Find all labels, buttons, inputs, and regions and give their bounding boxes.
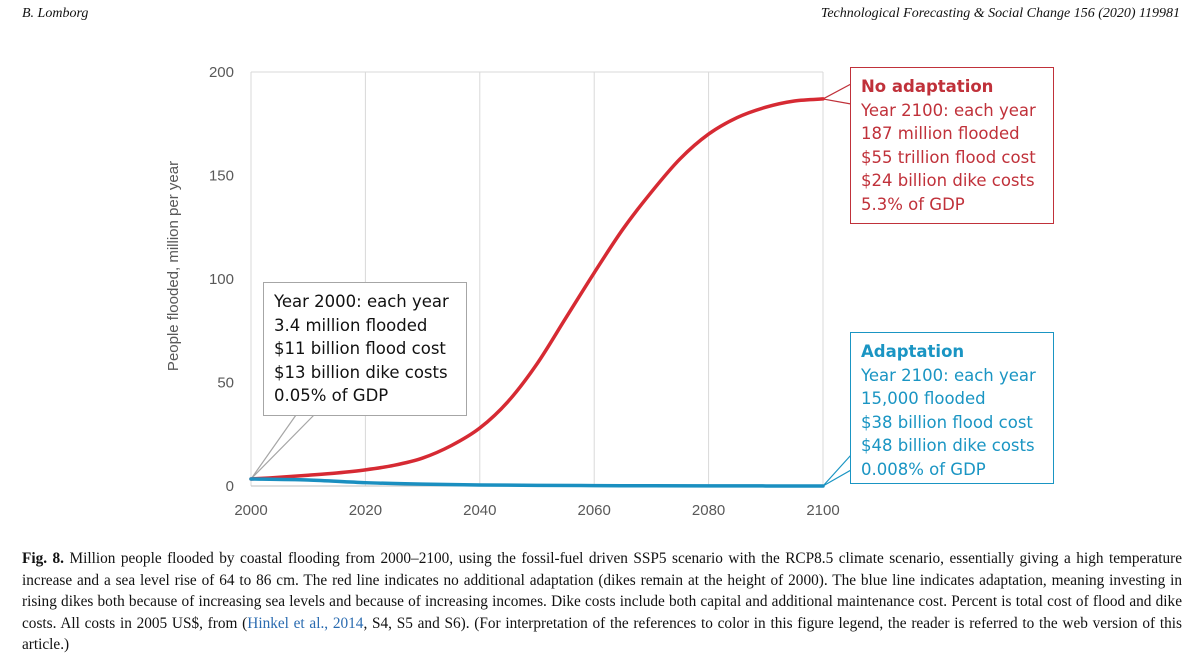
annotation-line: $38 billion flood cost <box>861 412 1033 432</box>
annotation-line: $11 billion flood cost <box>274 339 446 358</box>
x-tick-label: 2020 <box>349 502 382 519</box>
annotation-no-adaptation: No adaptation Year 2100: each year 187 m… <box>850 67 1054 224</box>
annotation-line: 3.4 million flooded <box>274 315 428 335</box>
callout-pointer-no-adaptation <box>821 83 852 105</box>
annotation-title: No adaptation <box>861 77 994 96</box>
citation-link[interactable]: Hinkel et al., 2014 <box>247 614 364 632</box>
y-axis-label: People flooded, million per year <box>165 161 182 371</box>
figure-label: Fig. 8. <box>22 550 65 567</box>
y-tick-label: 50 <box>217 375 234 392</box>
annotation-line: $55 trillion flood cost <box>861 147 1036 167</box>
x-tick-label: 2100 <box>806 502 839 519</box>
y-tick-label: 150 <box>209 168 234 185</box>
x-tick-label: 2000 <box>234 502 267 519</box>
callout-pointer-2000 <box>250 414 316 480</box>
annotation-line: 0.05% of GDP <box>274 386 389 405</box>
y-tick-label: 100 <box>209 271 234 288</box>
x-tick-label: 2060 <box>578 502 611 519</box>
x-tick-label: 2040 <box>463 502 496 519</box>
series-line-adaptation <box>249 477 825 488</box>
annotation-line: 5.3% of GDP <box>861 194 965 214</box>
figure-caption: Fig. 8. Million people flooded by coasta… <box>22 548 1182 656</box>
annotation-line: Year 2100: each year <box>861 365 1036 385</box>
annotation-title: Adaptation <box>861 342 965 361</box>
y-tick-label: 0 <box>226 478 234 495</box>
caption-text: Million people flooded by coastal floodi… <box>22 550 1182 632</box>
annotation-line: 15,000 flooded <box>861 389 986 408</box>
annotation-line: $48 billion dike costs <box>861 436 1035 455</box>
annotation-line: $24 billion dike costs <box>861 171 1035 190</box>
y-tick-label: 200 <box>209 64 234 81</box>
annotation-line: Year 2100: each year <box>861 100 1036 120</box>
series-line-no-adaptation <box>249 97 825 481</box>
annotation-line: 187 million flooded <box>861 124 1020 143</box>
running-header-author: B. Lomborg <box>22 6 89 21</box>
annotation-line: 0.008% of GDP <box>861 459 986 479</box>
annotation-line: Year 2000: each year <box>274 292 449 311</box>
annotation-year-2000: Year 2000: each year 3.4 million flooded… <box>263 282 467 416</box>
callout-pointer-adaptation <box>822 453 852 487</box>
caption-text-end: , S4, S5 and S6). (For interpretation of… <box>22 614 1182 654</box>
x-tick-label: 2080 <box>692 502 725 519</box>
running-header-journal: Technological Forecasting & Social Chang… <box>820 6 1180 21</box>
annotation-adaptation: Adaptation Year 2100: each year 15,000 f… <box>850 332 1054 484</box>
annotation-line: $13 billion dike costs <box>274 362 448 382</box>
